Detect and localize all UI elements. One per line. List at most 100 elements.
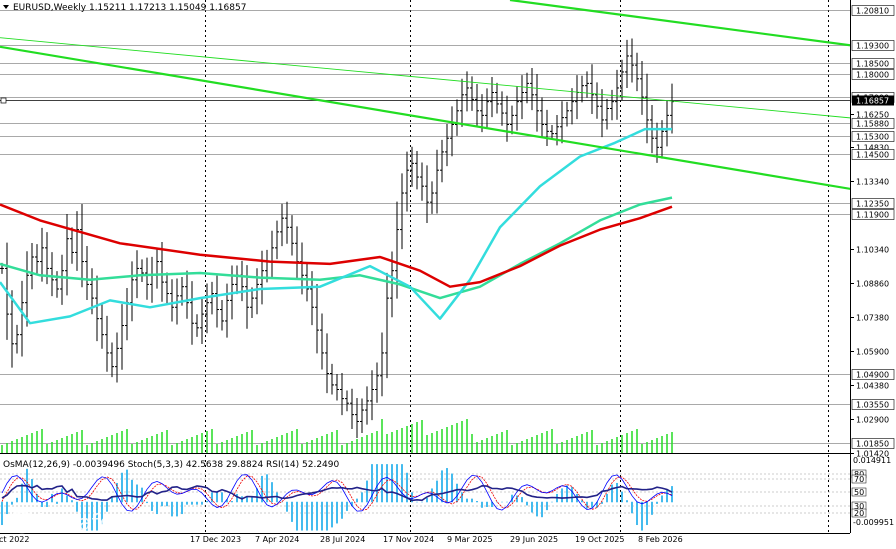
volume-bar — [371, 433, 373, 453]
osma-bar — [661, 495, 663, 503]
volume-bar — [441, 429, 443, 453]
ohlc-bar — [135, 250, 139, 299]
volume-bar — [391, 432, 393, 453]
osma-bar — [71, 500, 73, 503]
ohlc-bar — [340, 373, 344, 416]
level-tag-6 — [851, 118, 895, 129]
volume-bar — [96, 441, 98, 453]
osma-max-label: 0.014911 — [853, 456, 891, 465]
watermark-tagline: Instant Forex Trading — [50, 536, 155, 547]
time-tick-label: 17 Nov 2024 — [383, 535, 434, 544]
osma-min-label: -0.009951 — [853, 518, 894, 527]
indicator-header: OsMA(12,26,9) -0.0039496 Stoch(5,3,3) 42… — [3, 460, 339, 470]
time-tick-label: 7 Apr 2024 — [255, 535, 299, 544]
osma-bar — [6, 501, 8, 515]
time-tick-label: 29 Jun 2025 — [510, 535, 558, 544]
volume-bar — [36, 431, 38, 453]
price-tick-label: 1.18500 — [856, 60, 889, 69]
volume-bar — [471, 434, 473, 453]
volume-bar — [236, 436, 238, 453]
ohlc-bar — [220, 299, 224, 331]
ohlc-bar — [185, 270, 189, 319]
stoch-signal-line — [1, 475, 673, 511]
volume-bar — [21, 437, 23, 453]
ohlc-bar — [595, 82, 599, 119]
indicator-readout: OsMA(12,26,9) -0.0039496 Stoch(5,3,3) 42… — [3, 460, 339, 470]
osma-bar — [156, 501, 158, 515]
osma-bar — [486, 501, 488, 507]
ohlc-bar — [375, 362, 379, 403]
ohlc-bar — [625, 39, 629, 88]
osma-bar — [481, 501, 483, 508]
volume-bar — [151, 436, 153, 453]
ohlc-bar — [420, 162, 424, 201]
ohlc-bar — [355, 398, 359, 439]
osma-bar — [291, 501, 293, 522]
ohlc-bar — [10, 290, 14, 368]
osma-bar — [41, 501, 43, 507]
ohlc-bar — [515, 86, 519, 131]
osma-bar — [361, 492, 363, 503]
ohlc-bar — [500, 91, 504, 126]
level-tag-19 — [851, 399, 895, 410]
ohlc-bar — [390, 251, 394, 318]
price-tick-label: 1.08860 — [856, 280, 889, 289]
volume-bar — [366, 435, 368, 453]
osma-bar — [246, 497, 248, 503]
osc-tag-70 — [851, 474, 867, 484]
ohlc-bar — [550, 125, 554, 140]
volume-bar — [636, 429, 638, 453]
price-tick-label: 1.05900 — [856, 348, 889, 357]
volume-bar — [461, 421, 463, 453]
price-tick-label: 1.04380 — [856, 382, 889, 391]
osma-bar — [126, 469, 128, 503]
volume-bar — [436, 431, 438, 453]
osma-bar — [521, 497, 523, 503]
volume-bar — [666, 434, 668, 453]
osma-bar — [66, 495, 68, 503]
instaforex-logo-icon — [10, 510, 34, 534]
osma-bar — [626, 500, 628, 503]
osma-bar — [656, 501, 658, 504]
osma-bar — [671, 486, 673, 503]
volume-bar — [646, 442, 648, 453]
osma-bar — [171, 501, 173, 517]
current-price-marker — [0, 97, 7, 104]
osma-bar — [336, 501, 338, 524]
volume-bar — [61, 438, 63, 453]
ohlc-bar — [665, 100, 669, 147]
ohlc-bar — [545, 109, 549, 147]
osma-bar — [111, 496, 113, 503]
osma-bar — [571, 486, 573, 503]
osma-bar — [406, 472, 408, 503]
osma-bar — [181, 501, 183, 515]
osma-bar — [256, 488, 258, 503]
volume-bar — [106, 437, 108, 453]
volume-bar — [381, 419, 383, 453]
ohlc-bar — [25, 251, 29, 327]
ohlc-bar — [430, 181, 434, 214]
osma-bar — [31, 479, 33, 503]
ohlc-bar — [320, 313, 324, 370]
osma-bar — [11, 501, 13, 505]
ohlc-bar — [200, 297, 204, 344]
volume-bar — [661, 436, 663, 453]
osma-bar — [546, 501, 548, 511]
volume-bar — [346, 443, 348, 453]
ohlc-bar — [20, 280, 24, 357]
ohlc-bar — [530, 68, 534, 111]
volume-bar — [376, 431, 378, 453]
ohlc-bar — [540, 97, 544, 138]
ohlc-bar — [450, 106, 454, 157]
osma-bar — [226, 499, 228, 503]
ohlc-bar — [70, 227, 74, 264]
osma-bar — [96, 501, 98, 531]
dropdown-triangle-icon[interactable] — [3, 5, 9, 9]
volume-bar — [46, 444, 48, 453]
volume-bar — [581, 434, 583, 453]
time-tick-label: 15 Oct 2022 — [0, 535, 29, 544]
osc-level-label: 20 — [854, 509, 864, 518]
osma-bar — [311, 501, 313, 531]
osma-bar — [411, 492, 413, 503]
